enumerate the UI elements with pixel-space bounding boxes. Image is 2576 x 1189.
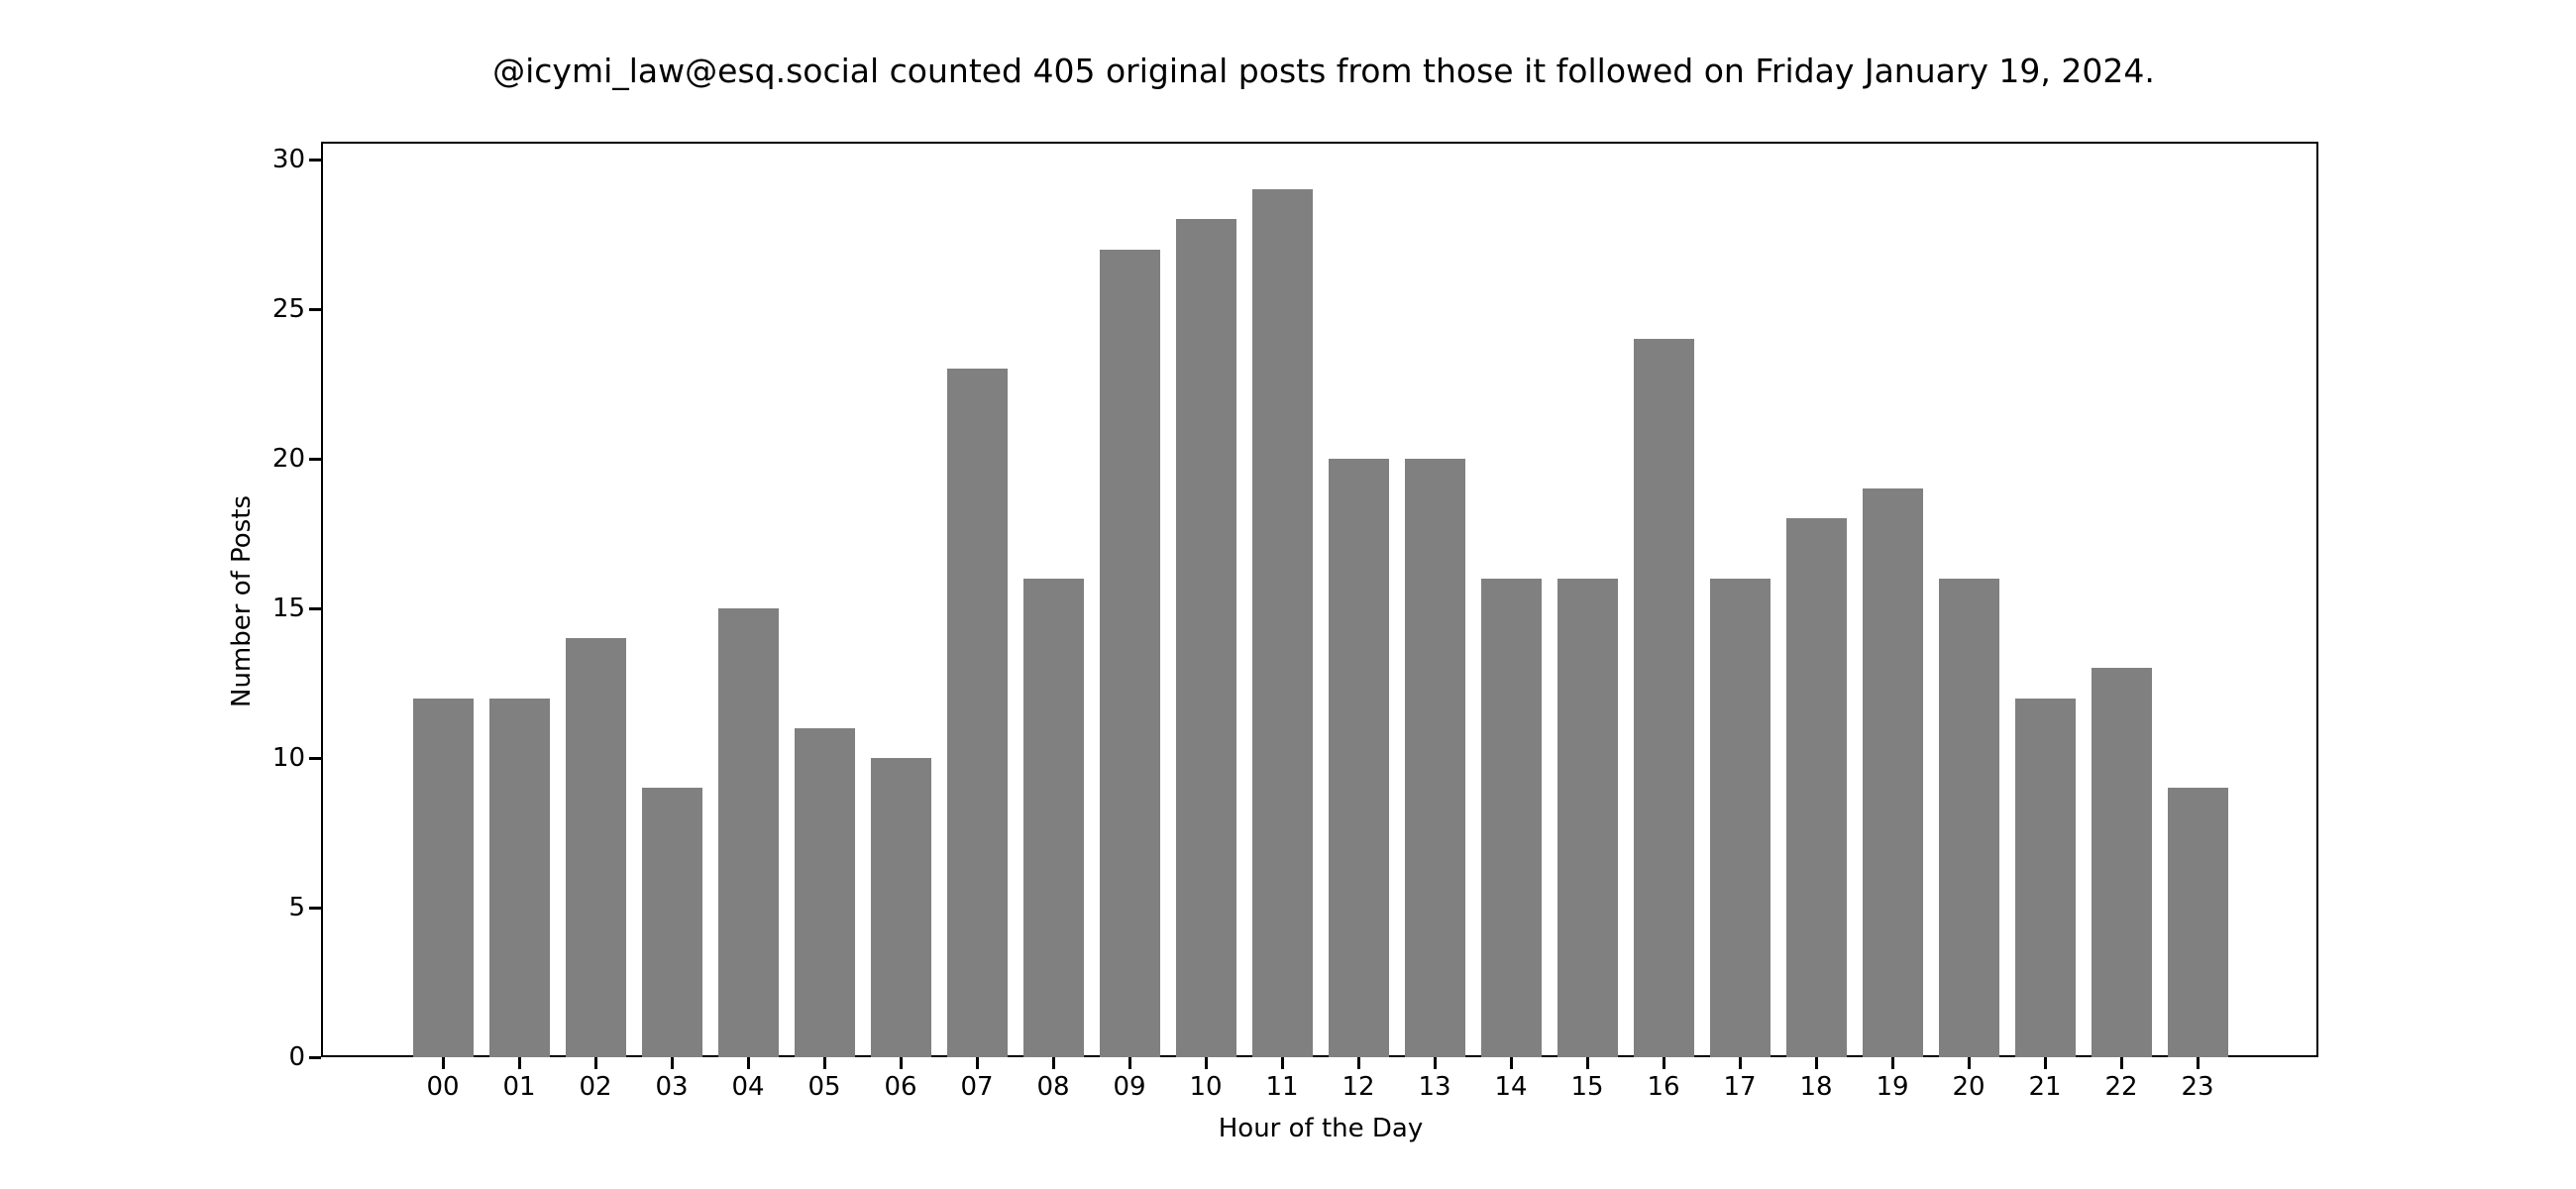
x-tick-label: 16	[1647, 1072, 1680, 1102]
bar-02	[565, 638, 626, 1057]
x-tick	[2120, 1057, 2123, 1069]
x-tick-label: 20	[1952, 1072, 1986, 1102]
x-tick-label: 07	[960, 1072, 994, 1102]
plot-area	[321, 142, 2318, 1057]
x-tick-label: 03	[655, 1072, 689, 1102]
x-axis-label: Hour of the Day	[1218, 1114, 1424, 1143]
x-tick	[1205, 1057, 1208, 1069]
x-tick-label: 00	[426, 1072, 460, 1102]
x-tick	[900, 1057, 903, 1069]
bar-08	[1022, 578, 1084, 1057]
x-tick	[1128, 1057, 1131, 1069]
bar-05	[794, 727, 855, 1057]
bar-01	[488, 698, 550, 1057]
x-tick-label: 09	[1113, 1072, 1146, 1102]
y-tick-label: 5	[288, 893, 305, 922]
x-tick	[2197, 1057, 2200, 1069]
x-tick-label: 18	[1799, 1072, 1833, 1102]
bar-17	[1709, 578, 1771, 1057]
x-tick	[1586, 1057, 1589, 1069]
x-tick-label: 02	[579, 1072, 612, 1102]
bar-13	[1404, 459, 1465, 1057]
y-axis-label: Number of Posts	[227, 495, 257, 707]
x-tick-label: 23	[2181, 1072, 2214, 1102]
x-tick	[976, 1057, 979, 1069]
x-tick-label: 22	[2104, 1072, 2138, 1102]
x-tick-label: 15	[1570, 1072, 1604, 1102]
bar-12	[1328, 459, 1389, 1057]
bar-22	[2091, 668, 2152, 1057]
bar-18	[1785, 518, 1847, 1057]
bar-10	[1175, 219, 1236, 1057]
x-tick-label: 21	[2028, 1072, 2062, 1102]
x-tick	[2044, 1057, 2047, 1069]
y-tick-label: 10	[271, 743, 305, 773]
bar-21	[2014, 698, 2076, 1057]
x-tick	[1968, 1057, 1971, 1069]
x-tick-label: 10	[1189, 1072, 1223, 1102]
x-tick	[823, 1057, 826, 1069]
y-tick	[309, 907, 321, 910]
x-tick-label: 14	[1494, 1072, 1528, 1102]
x-tick	[594, 1057, 597, 1069]
y-tick-label: 25	[271, 294, 305, 324]
x-tick-label: 12	[1342, 1072, 1375, 1102]
bar-07	[946, 369, 1008, 1057]
x-tick	[518, 1057, 521, 1069]
y-tick-label: 20	[271, 444, 305, 474]
y-tick	[309, 607, 321, 610]
y-tick-label: 15	[271, 594, 305, 623]
bar-03	[641, 788, 702, 1057]
bar-15	[1556, 578, 1618, 1057]
y-tick	[309, 458, 321, 461]
x-tick-label: 08	[1036, 1072, 1070, 1102]
bar-06	[870, 758, 931, 1057]
y-tick	[309, 159, 321, 162]
x-tick	[1434, 1057, 1437, 1069]
x-tick-label: 11	[1265, 1072, 1299, 1102]
bar-09	[1099, 249, 1160, 1057]
bar-20	[1938, 578, 1999, 1057]
x-tick	[1891, 1057, 1894, 1069]
x-tick	[1739, 1057, 1742, 1069]
bar-11	[1251, 189, 1313, 1057]
x-tick-label: 17	[1723, 1072, 1757, 1102]
bar-19	[1862, 488, 1923, 1057]
y-tick	[309, 308, 321, 311]
x-tick	[1281, 1057, 1284, 1069]
y-tick-label: 0	[288, 1042, 305, 1072]
bar-04	[717, 608, 779, 1057]
x-tick-label: 05	[807, 1072, 841, 1102]
bar-00	[412, 698, 474, 1057]
x-tick	[1663, 1057, 1665, 1069]
x-tick	[442, 1057, 445, 1069]
x-tick	[671, 1057, 674, 1069]
y-tick-label: 30	[271, 145, 305, 174]
x-tick-label: 06	[884, 1072, 917, 1102]
x-tick	[747, 1057, 750, 1069]
bar-16	[1633, 339, 1694, 1057]
x-tick	[1510, 1057, 1513, 1069]
x-tick	[1357, 1057, 1360, 1069]
x-tick-label: 04	[731, 1072, 765, 1102]
y-tick	[309, 757, 321, 760]
x-tick-label: 13	[1418, 1072, 1451, 1102]
bar-14	[1480, 578, 1542, 1057]
x-tick-label: 01	[502, 1072, 536, 1102]
y-tick	[309, 1056, 321, 1059]
chart-title: @icymi_law@esq.social counted 405 origin…	[492, 52, 2155, 90]
x-tick	[1052, 1057, 1055, 1069]
bar-23	[2167, 788, 2228, 1057]
x-tick-label: 19	[1876, 1072, 1909, 1102]
x-tick	[1815, 1057, 1818, 1069]
